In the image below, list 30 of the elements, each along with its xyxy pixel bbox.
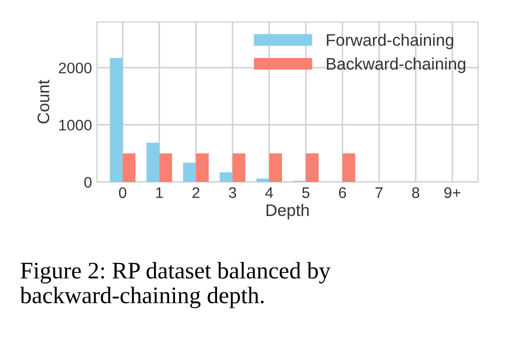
x-tick-label: 3 xyxy=(228,187,236,198)
x-tick-label: 7 xyxy=(376,187,383,198)
x-tick-label: 6 xyxy=(338,187,346,198)
bar xyxy=(220,172,233,182)
bar xyxy=(196,153,209,182)
bar xyxy=(232,153,246,182)
y-tick-label: 2000 xyxy=(58,62,92,74)
bar xyxy=(110,58,123,182)
bar xyxy=(306,153,319,182)
x-tick-label: 5 xyxy=(302,187,310,198)
x-tick-label: 0 xyxy=(118,187,126,198)
y-tick-label: 0 xyxy=(84,176,92,188)
caption: Figure 2: RP dataset balanced by backward-chaining depth. xyxy=(20,262,330,308)
bar xyxy=(183,162,196,182)
bar xyxy=(122,153,136,182)
bar xyxy=(342,153,356,182)
x-tick-label: 8 xyxy=(412,187,420,198)
x-tick-label: 2 xyxy=(192,187,200,198)
x-tick-label: 1 xyxy=(156,187,163,198)
bar xyxy=(146,142,160,182)
bar xyxy=(159,153,172,182)
y-tick-label: 1000 xyxy=(59,120,92,131)
bar xyxy=(269,153,282,182)
y-axis-title: Count xyxy=(38,80,50,124)
legend-label: Backward-chaining xyxy=(326,58,466,74)
x-tick-label: 4 xyxy=(265,187,273,198)
bar xyxy=(256,178,270,182)
x-tick-label: 9+ xyxy=(444,187,460,198)
legend-label: Forward-chaining xyxy=(326,34,454,50)
x-axis-title: Depth xyxy=(266,204,309,220)
